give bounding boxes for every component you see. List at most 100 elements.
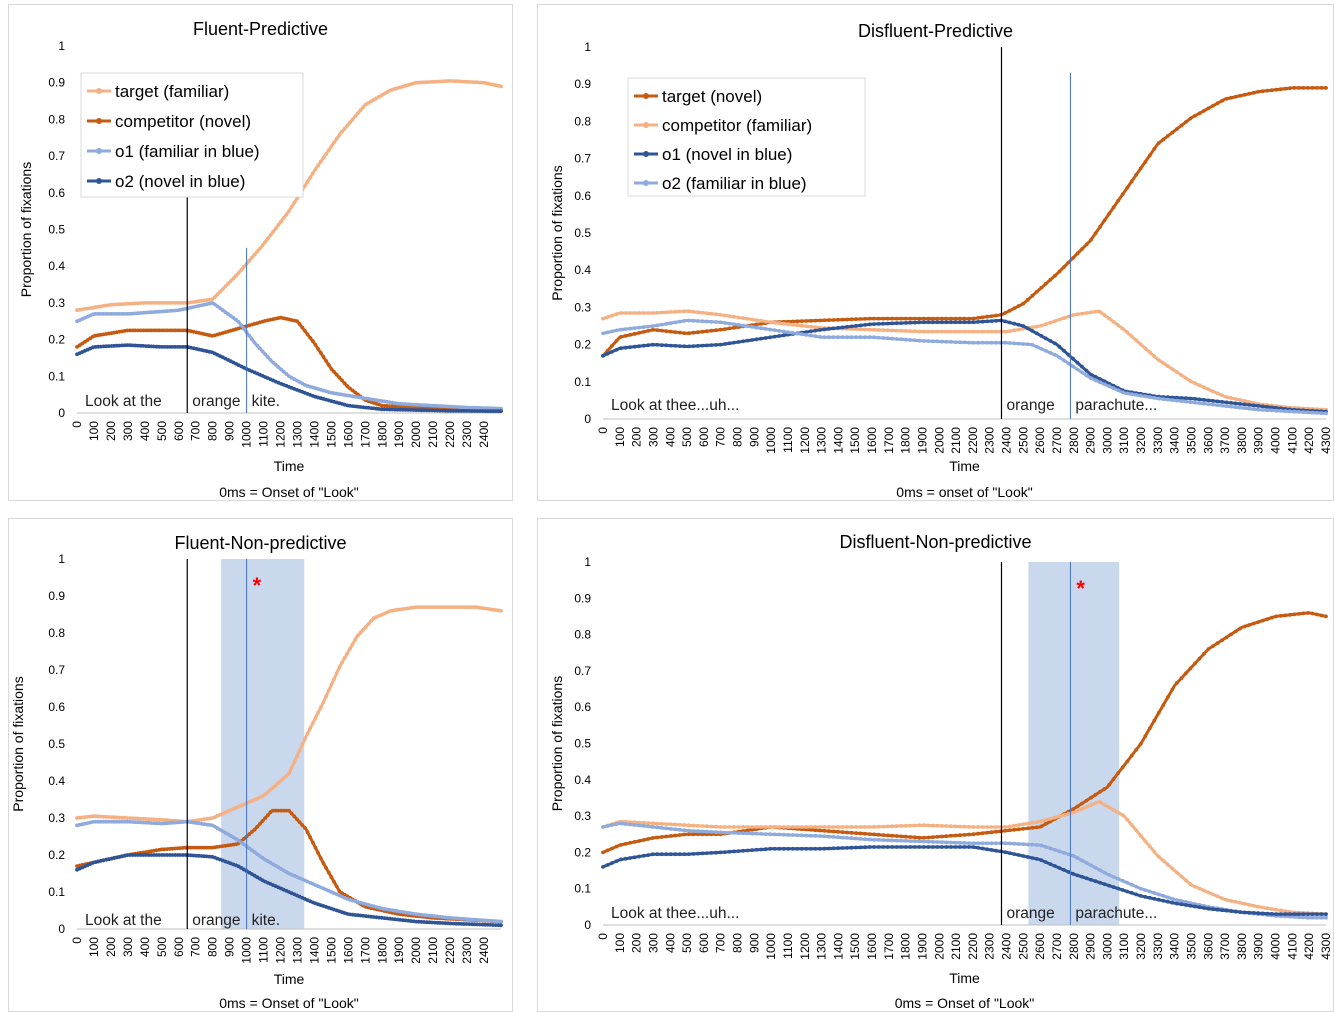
- data-point: [813, 825, 818, 829]
- legend-box: [627, 77, 866, 197]
- x-tick-label: 1900: [392, 937, 406, 964]
- data-point: [1129, 823, 1134, 827]
- data-point: [1116, 388, 1120, 393]
- data-point: [867, 327, 872, 332]
- data-point: [1057, 344, 1062, 349]
- x-tick-label: 400: [663, 427, 677, 447]
- data-point: [637, 823, 642, 828]
- data-point: [1301, 611, 1306, 616]
- data-point: [601, 316, 605, 321]
- data-point: [313, 343, 318, 347]
- data-point: [247, 333, 252, 338]
- y-tick-label: 0.7: [48, 149, 65, 163]
- data-point: [292, 760, 297, 764]
- data-point: [1283, 409, 1288, 414]
- data-point: [650, 852, 655, 857]
- data-point: [840, 830, 845, 834]
- chart-legend: target (novel)competitor (familiar)o1 (n…: [627, 77, 866, 197]
- x-tick-label: 1700: [882, 427, 896, 454]
- data-point: [268, 810, 273, 815]
- data-point: [614, 312, 619, 316]
- data-point: [714, 824, 718, 829]
- data-point: [1161, 703, 1166, 707]
- data-point: [1278, 409, 1283, 413]
- data-point: [1129, 882, 1134, 887]
- data-point: [876, 832, 881, 837]
- data-point: [1003, 828, 1008, 833]
- data-point: [1224, 395, 1229, 399]
- data-point: [691, 309, 696, 314]
- data-point: [1193, 400, 1197, 405]
- data-point: [917, 316, 922, 321]
- data-point: [668, 852, 673, 857]
- data-point: [962, 329, 967, 334]
- data-point: [881, 833, 886, 837]
- data-point: [151, 310, 156, 314]
- data-point: [1030, 329, 1035, 333]
- data-point: [1147, 395, 1152, 400]
- data-point: [1034, 344, 1039, 349]
- data-point: [1084, 798, 1089, 803]
- data-point: [93, 312, 98, 316]
- data-point: [646, 329, 651, 333]
- data-point: [867, 316, 872, 321]
- data-point: [777, 329, 782, 333]
- data-point: [619, 857, 623, 862]
- data-point: [1278, 908, 1283, 913]
- x-tick-label: 3200: [1134, 427, 1148, 454]
- data-point: [786, 319, 791, 324]
- data-point: [1206, 398, 1211, 403]
- data-point: [745, 825, 750, 829]
- data-point: [926, 339, 931, 343]
- data-point: [1053, 352, 1057, 357]
- data-point: [395, 404, 400, 409]
- data-point: [1062, 265, 1066, 269]
- data-point: [334, 884, 339, 889]
- data-point: [411, 402, 416, 407]
- data-point: [962, 340, 967, 345]
- data-point: [750, 325, 754, 329]
- data-point: [1003, 340, 1008, 345]
- data-point: [1111, 205, 1116, 210]
- x-tick-label: 900: [747, 933, 761, 953]
- data-point: [894, 824, 899, 828]
- data-point: [1161, 397, 1166, 401]
- data-point: [136, 328, 140, 333]
- data-point: [931, 320, 935, 325]
- data-point: [144, 328, 148, 333]
- data-point: [1301, 915, 1306, 920]
- data-point: [1048, 339, 1053, 343]
- data-point: [836, 829, 840, 834]
- data-point: [459, 605, 464, 609]
- data-point: [646, 324, 651, 329]
- data-point: [1093, 309, 1098, 314]
- data-point: [1238, 405, 1242, 410]
- chart-svg: Disfluent-Non-predictive00.10.20.30.40.5…: [549, 532, 1333, 1011]
- chart-caption: 0ms = Onset of "Look": [895, 995, 1035, 1011]
- data-point: [931, 339, 935, 344]
- data-point: [1003, 329, 1008, 334]
- data-point: [120, 819, 124, 824]
- data-point: [650, 311, 655, 315]
- data-point: [1179, 902, 1184, 907]
- data-point: [723, 342, 727, 346]
- x-tick-label: 1200: [798, 427, 812, 454]
- data-point: [840, 317, 845, 322]
- data-point: [682, 309, 687, 314]
- data-point: [146, 301, 151, 305]
- data-point: [750, 317, 754, 322]
- data-point: [1229, 632, 1233, 637]
- data-point: [836, 335, 840, 340]
- data-point: [1193, 381, 1197, 386]
- data-point: [189, 853, 193, 858]
- data-point: [903, 823, 908, 828]
- data-point: [818, 846, 822, 851]
- data-point: [1188, 882, 1193, 887]
- data-point: [1206, 647, 1211, 651]
- data-point: [786, 833, 791, 837]
- data-point: [953, 320, 958, 325]
- data-point: [935, 834, 940, 839]
- data-point: [809, 329, 813, 334]
- data-point: [284, 372, 289, 376]
- data-point: [949, 329, 953, 334]
